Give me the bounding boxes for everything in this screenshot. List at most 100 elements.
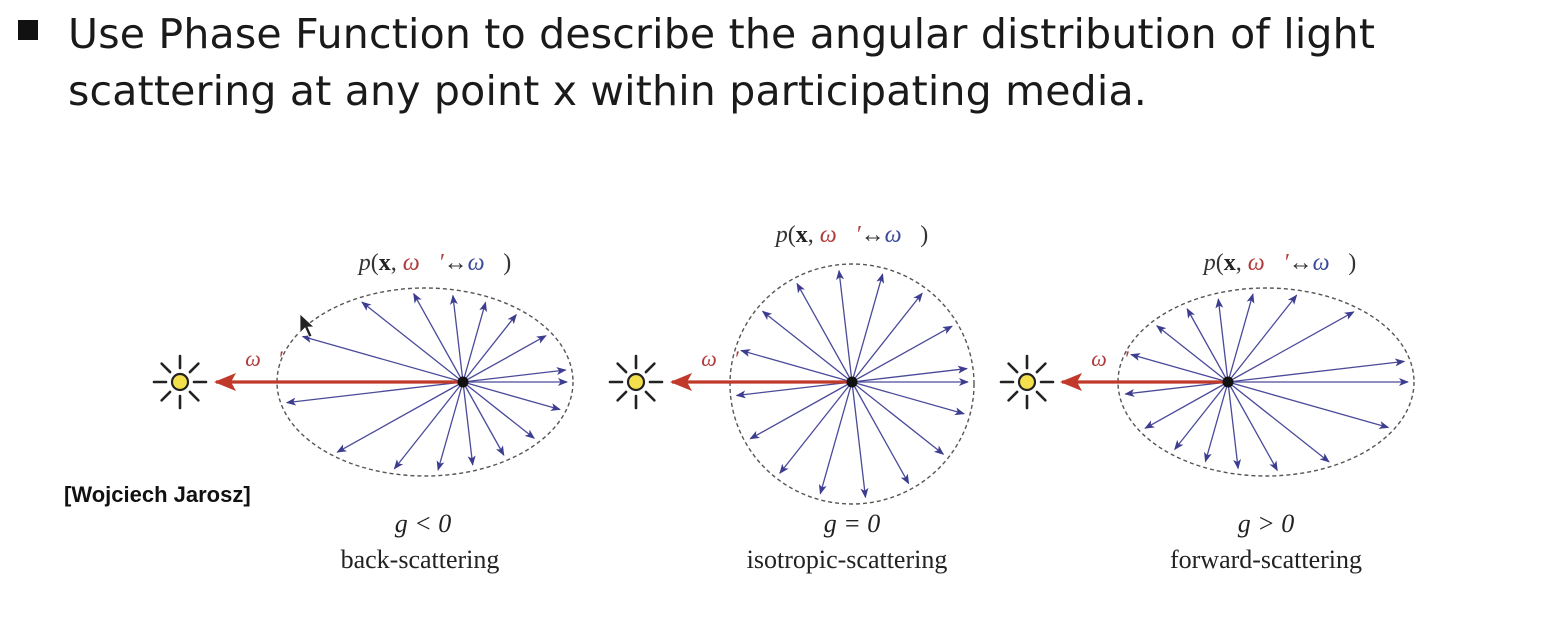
scatter-direction-arrow: [851, 273, 885, 383]
phase-label-part: (: [1216, 250, 1224, 276]
scatter-direction-arrow: [1227, 381, 1278, 472]
light-ray: [160, 390, 172, 402]
scatter-direction-arrow: [836, 269, 853, 383]
scatter-direction-arrow: [462, 381, 535, 439]
incident-direction-label: ω⃗′: [701, 346, 740, 371]
phase-function-label: p(x, ω⃗′↔ω⃗): [357, 250, 512, 276]
light-source-icon: [999, 354, 1055, 410]
phase-label-part: ,: [808, 222, 820, 248]
light-ray: [616, 362, 628, 374]
phase-label-part: p: [357, 250, 371, 276]
scatter-direction-arrow: [851, 381, 965, 416]
scatter-direction-arrow: [1215, 298, 1229, 383]
scatter-direction-arrow: [462, 381, 505, 456]
scatter-direction-arrow: [749, 381, 853, 440]
scatter-direction-arrow: [851, 381, 910, 485]
mouse-cursor-icon: [299, 313, 316, 338]
scatter-direction-arrow: [462, 335, 547, 383]
scatter-direction-arrow: [462, 367, 567, 383]
light-ray: [188, 390, 200, 402]
scatter-direction-arrow: [1130, 353, 1229, 383]
scatter-direction-arrow: [818, 381, 853, 495]
scatter-direction-arrow: [462, 313, 517, 383]
phase-label-part: ↔: [444, 250, 468, 276]
scatter-direction-arrow: [779, 381, 853, 475]
scattering-caption: isotropic-scattering: [747, 545, 948, 574]
light-ray: [1007, 362, 1019, 374]
light-core: [1017, 372, 1037, 392]
scattering-caption: back-scattering: [341, 545, 500, 574]
scatter-direction-arrow: [1186, 308, 1229, 383]
phase-label-part: ↔: [861, 222, 885, 248]
phase-label-part: (: [371, 250, 379, 276]
phase-label-part: p: [774, 222, 788, 248]
scatter-direction-arrow: [851, 325, 953, 383]
light-ray: [1035, 390, 1047, 402]
phase-label-part: ω⃗: [885, 222, 921, 248]
scatter-direction-arrow: [1227, 381, 1330, 463]
scatter-direction-arrow: [740, 349, 853, 383]
scatter-direction-arrow: [1174, 381, 1229, 451]
light-core: [170, 372, 190, 392]
phase-label-part: ,: [391, 250, 403, 276]
light-ray: [1007, 390, 1019, 402]
scatter-point: [1222, 376, 1234, 388]
scatter-direction-arrow: [796, 282, 853, 383]
scatter-direction-arrow: [449, 294, 464, 383]
light-ray: [616, 390, 628, 402]
scatter-direction-arrow: [735, 381, 853, 399]
phase-label-part: ,: [1236, 250, 1248, 276]
scatter-direction-arrow: [1124, 381, 1229, 397]
bullet-text: Use Phase Function to describe the angul…: [68, 10, 1376, 115]
credit-label: [Wojciech Jarosz]: [64, 482, 251, 507]
phase-label-part: ): [920, 222, 928, 248]
phase-function-label: p(x, ω⃗′↔ω⃗): [774, 222, 929, 248]
scatter-direction-arrow: [1204, 381, 1229, 463]
phase-label-part: ω⃗′: [1248, 250, 1290, 276]
scatter-direction-arrow: [1227, 381, 1242, 470]
phase-label-part: ): [503, 250, 511, 276]
phase-label-part: p: [1202, 250, 1216, 276]
scatter-direction-arrow: [851, 292, 923, 383]
scatter-direction-arrow: [1227, 293, 1255, 383]
phase-label-part: x: [379, 250, 391, 276]
scatter-direction-arrow: [1156, 325, 1229, 383]
scatter-direction-arrow: [851, 381, 869, 499]
phase-label-part: ↔: [1289, 250, 1313, 276]
scatter-direction-arrow: [301, 335, 464, 383]
bullet-square-icon: [18, 20, 38, 40]
g-parameter-label: g < 0: [395, 509, 452, 538]
scatter-direction-arrow: [1227, 294, 1298, 383]
scatter-direction-arrow: [462, 381, 561, 411]
phase-label-part: ): [1348, 250, 1356, 276]
phase-label-part: ω⃗: [468, 250, 504, 276]
phase-label-part: (: [788, 222, 796, 248]
phase-lobe-boundary: [729, 263, 975, 505]
light-core: [626, 372, 646, 392]
light-source-icon: [152, 354, 208, 410]
scattering-caption: forward-scattering: [1170, 545, 1362, 574]
phase-label-part: ω⃗′: [820, 222, 862, 248]
scatter-point: [457, 376, 469, 388]
phase-function-label: p(x, ω⃗′↔ω⃗): [1202, 250, 1357, 276]
incident-direction-label: ω⃗′: [1091, 346, 1130, 371]
phase-label-part: ω⃗′: [403, 250, 445, 276]
scatter-direction-arrow: [462, 381, 476, 466]
light-ray: [644, 362, 656, 374]
g-parameter-label: g > 0: [1238, 509, 1295, 538]
scatter-direction-arrow: [1227, 311, 1355, 383]
incident-direction-label: ω⃗′: [245, 346, 284, 371]
scatter-direction-arrow: [1227, 358, 1406, 383]
phase-lobe-boundary: [1117, 287, 1415, 477]
scatter-direction-arrow: [361, 301, 464, 383]
scatter-direction-arrow: [336, 381, 464, 453]
scatter-direction-arrow: [1144, 381, 1229, 429]
scatter-direction-arrow: [1227, 381, 1390, 429]
light-ray: [1035, 362, 1047, 374]
scatter-direction-arrow: [285, 381, 464, 406]
phase-lobe-boundary: [276, 287, 574, 477]
scatter-direction-arrow: [851, 381, 945, 455]
